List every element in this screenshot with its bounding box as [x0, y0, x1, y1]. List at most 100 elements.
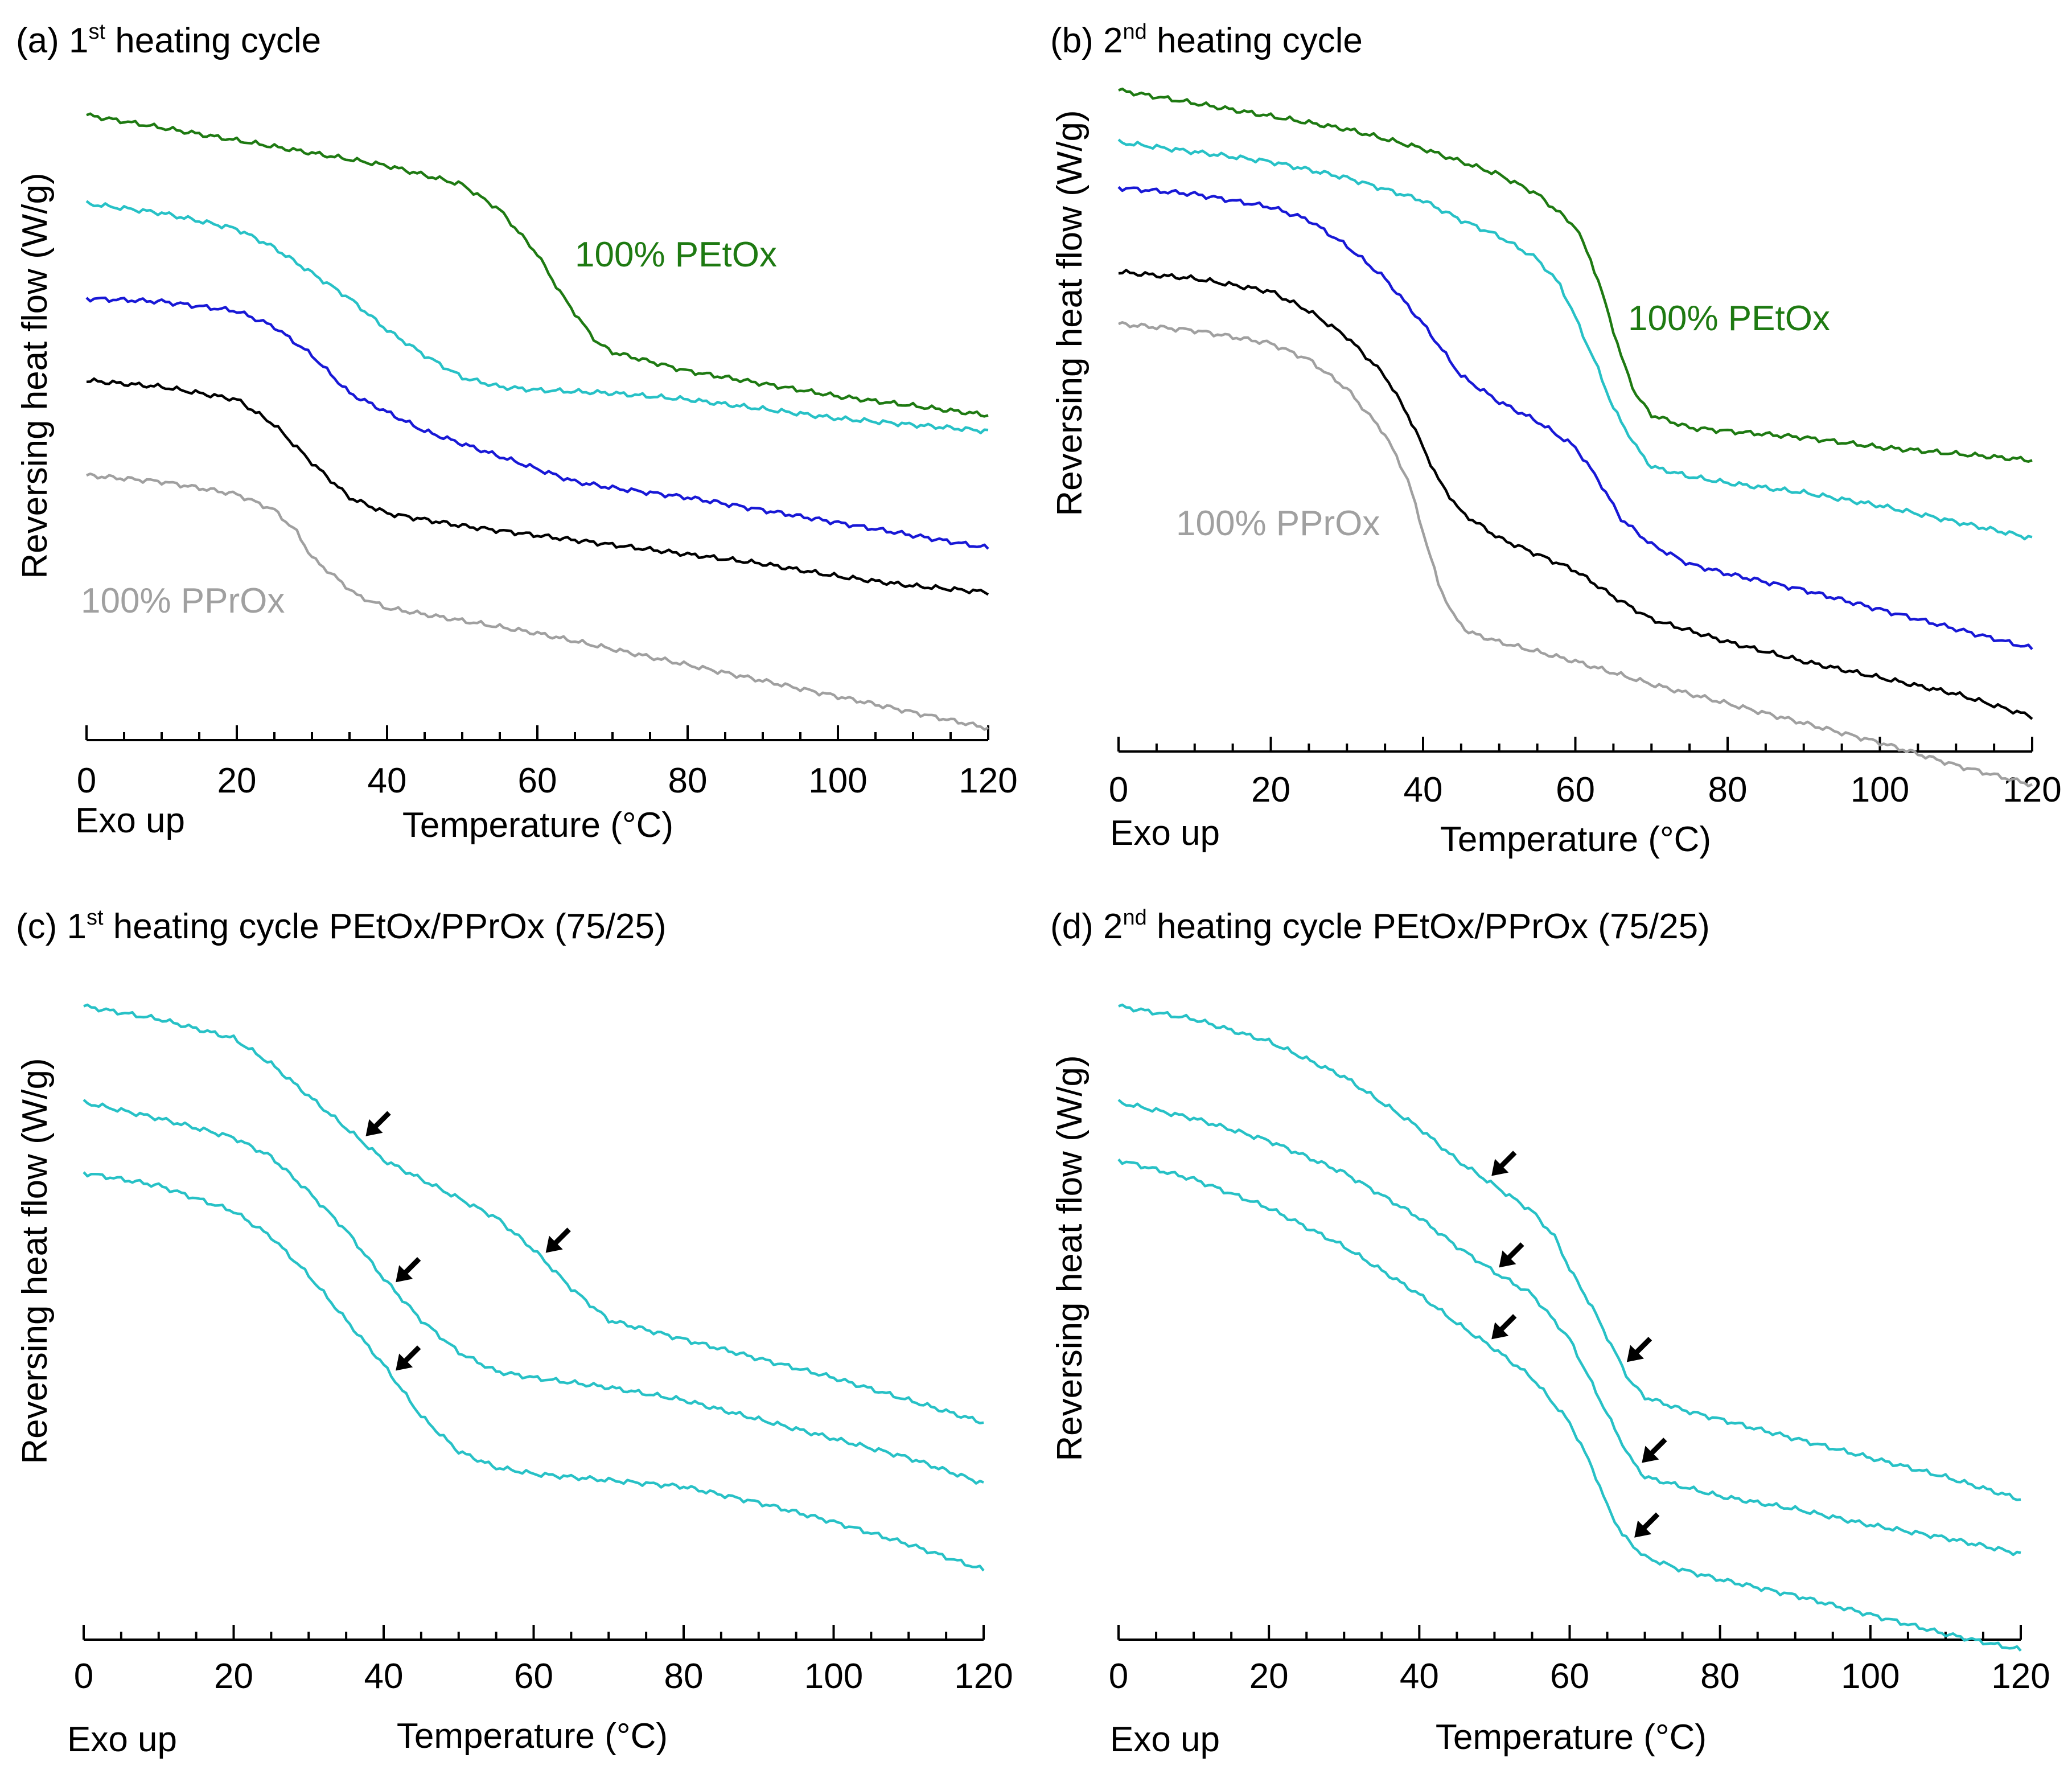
series-line-a-petox-pprox-blend-cyan: [85, 200, 989, 434]
arrow-head: [1491, 1322, 1509, 1340]
x-tick-label-20: 20: [1249, 1657, 1289, 1696]
arrow-shaft: [1498, 1151, 1517, 1170]
arrow-head: [1626, 1345, 1644, 1362]
transition-arrow-c-1: [365, 1111, 391, 1136]
arrow-shaft: [1640, 1512, 1660, 1531]
panel-b-series: [1117, 87, 2033, 787]
arrow-head: [396, 1353, 413, 1371]
arrow-head: [1491, 1159, 1509, 1176]
arrow-shaft: [1648, 1438, 1667, 1457]
panel-d-x-ticks: 0 20 40 60 80 100 120: [1109, 1625, 2050, 1696]
arrow-head: [1499, 1250, 1516, 1268]
panel-c-title: (c) 1st heating cycle PEtOx/PPrOx (75/25…: [16, 906, 667, 946]
transition-arrow-d-5: [1491, 1314, 1517, 1340]
panel-c-x-axis-label: Temperature (°C): [397, 1716, 668, 1756]
series-line-d-lower: [1117, 1158, 2022, 1652]
arrow-shaft: [1505, 1242, 1524, 1262]
panel-a-x-axis-label: Temperature (°C): [402, 806, 673, 845]
panel-c-y-axis-label: Reversing heat flow (W/g): [15, 1058, 55, 1464]
x-tick-label-0: 0: [1109, 1657, 1128, 1696]
transition-arrow-c-2: [545, 1227, 571, 1253]
x-tick-label-60: 60: [514, 1657, 553, 1696]
panel-b-label-pprox: 100% PPrOx: [1176, 504, 1380, 543]
x-tick-label-100: 100: [804, 1657, 863, 1696]
series-line-c-middle: [83, 1099, 984, 1485]
series-line-c-upper: [83, 1003, 984, 1424]
x-tick-label-40: 40: [1404, 770, 1443, 810]
panel-d-arrows: [1491, 1151, 1667, 1538]
x-tick-label-80: 80: [664, 1657, 704, 1696]
panel-a-x-ticks: 0 20 40 60 80 100 120: [77, 725, 1018, 800]
panel-b-x-ticks: 0 20 40 60 80 100 120: [1109, 737, 2062, 810]
series-line-b-petox-pprox-blend-cyan: [1117, 138, 2033, 541]
x-tick-label-80: 80: [1700, 1657, 1740, 1696]
x-tick-label-20: 20: [214, 1657, 253, 1696]
transition-arrow-d-1: [1491, 1151, 1517, 1176]
x-tick-label-60: 60: [518, 761, 557, 800]
arrow-shaft: [401, 1257, 421, 1276]
arrow-head: [1642, 1446, 1659, 1463]
panel-a-label-pprox: 100% PPrOx: [81, 581, 285, 621]
x-tick-label-120: 120: [959, 761, 1017, 800]
x-tick-label-0: 0: [1109, 770, 1128, 810]
transition-arrow-d-4: [1642, 1438, 1667, 1463]
transition-arrow-d-3: [1499, 1242, 1524, 1268]
panel-b-x-axis-label: Temperature (°C): [1440, 820, 1711, 859]
x-tick-label-0: 0: [77, 761, 96, 800]
arrow-head: [365, 1119, 383, 1136]
arrow-shaft: [1633, 1337, 1652, 1356]
panel-a: (a) 1st heating cycle Reversing heat flo…: [15, 20, 1018, 845]
x-tick-label-120: 120: [1991, 1657, 2050, 1696]
x-tick-label-80: 80: [668, 761, 708, 800]
panel-b-title: (b) 2nd heating cycle: [1050, 20, 1363, 60]
x-tick-label-20: 20: [217, 761, 257, 800]
x-tick-label-100: 100: [1851, 770, 1909, 810]
series-line-b-100-pprox: [1118, 321, 2033, 787]
series-line-d-middle: [1117, 1099, 2021, 1557]
panel-c-series: [83, 1003, 985, 1572]
panel-d-x-axis-label: Temperature (°C): [1436, 1718, 1707, 1757]
series-line-b-petox-pprox-blend-black: [1118, 269, 2033, 720]
arrow-shaft: [1498, 1314, 1517, 1333]
x-tick-label-60: 60: [1556, 770, 1595, 810]
arrow-shaft: [401, 1345, 421, 1365]
series-line-a-petox-pprox-blend-blue: [85, 296, 989, 550]
arrow-head: [1634, 1520, 1652, 1538]
series-line-a-100-petox: [86, 112, 989, 418]
panel-b-exo-up-label: Exo up: [1110, 814, 1220, 853]
panel-a-y-axis-label: Reversing heat flow (W/g): [15, 173, 55, 578]
panel-c: (c) 1st heating cycle PEtOx/PPrOx (75/25…: [15, 906, 1013, 1759]
series-line-d-upper: [1118, 1003, 2021, 1501]
panel-d-y-axis-label: Reversing heat flow (W/g): [1050, 1055, 1090, 1461]
x-tick-label-100: 100: [808, 761, 867, 800]
series-line-b-petox-pprox-blend-blue: [1117, 186, 2033, 650]
panel-d-exo-up-label: Exo up: [1110, 1720, 1220, 1759]
x-tick-label-20: 20: [1251, 770, 1290, 810]
arrow-shaft: [552, 1227, 571, 1247]
x-tick-label-120: 120: [954, 1657, 1013, 1696]
panel-a-label-petox: 100% PEtOx: [575, 235, 777, 274]
panel-b: (b) 2nd heating cycle Reversing heat flo…: [1050, 20, 2062, 859]
transition-arrow-c-4: [396, 1345, 421, 1371]
panel-d-series: [1117, 1003, 2022, 1652]
x-tick-label-0: 0: [74, 1657, 93, 1696]
series-line-a-100-pprox: [86, 472, 989, 731]
panel-b-y-axis-label: Reversing heat flow (W/g): [1050, 110, 1090, 516]
panel-a-title: (a) 1st heating cycle: [16, 20, 321, 60]
transition-arrow-d-2: [1626, 1337, 1652, 1362]
x-tick-label-40: 40: [364, 1657, 404, 1696]
panel-b-label-petox: 100% PEtOx: [1628, 299, 1830, 338]
panel-a-exo-up-label: Exo up: [75, 801, 185, 840]
panel-a-series: [85, 112, 989, 731]
panel-d-title: (d) 2nd heating cycle PEtOx/PPrOx (75/25…: [1050, 906, 1710, 946]
panel-c-exo-up-label: Exo up: [67, 1720, 177, 1759]
arrow-shaft: [372, 1111, 391, 1130]
series-line-a-petox-pprox-blend-black: [86, 377, 989, 596]
panel-c-arrows: [365, 1111, 571, 1371]
panel-d: (d) 2nd heating cycle PEtOx/PPrOx (75/25…: [1050, 906, 2050, 1759]
x-tick-label-120: 120: [2003, 770, 2061, 810]
x-tick-label-40: 40: [1400, 1657, 1439, 1696]
transition-arrow-d-6: [1634, 1512, 1660, 1538]
series-line-c-lower: [83, 1171, 985, 1572]
